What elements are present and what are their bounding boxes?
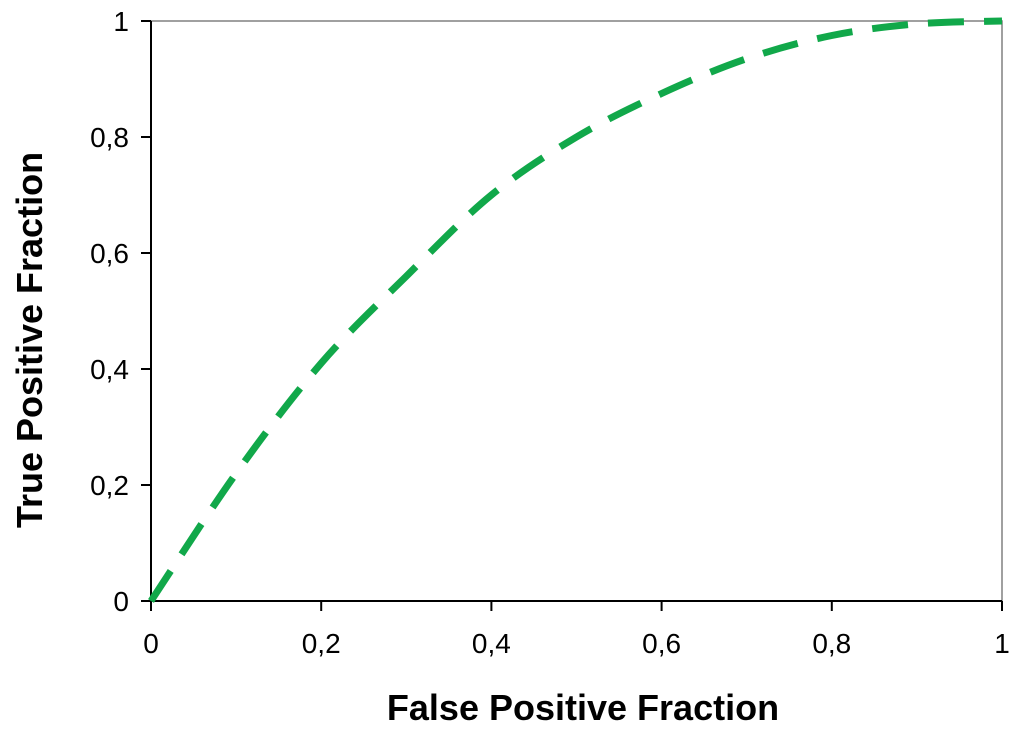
y-tick-label: 1 [113, 6, 129, 37]
y-tick-label: 0,6 [90, 238, 129, 269]
plot-area-border [150, 20, 1003, 602]
y-tick-label: 0,2 [90, 470, 129, 501]
y-tick-label: 0,8 [90, 122, 129, 153]
x-tick-label: 0,4 [472, 628, 511, 659]
roc-curve-line [148, 17, 1003, 603]
labels-layer: False Positive Fraction True Positive Fr… [9, 152, 779, 728]
x-axis-title: False Positive Fraction [387, 687, 779, 728]
x-tick-label: 0,8 [812, 628, 851, 659]
series-layer [148, 17, 1003, 603]
y-axis-title: True Positive Fraction [9, 152, 50, 528]
x-tick-label: 0,2 [302, 628, 341, 659]
y-tick-label: 0 [113, 586, 129, 617]
x-tick-label: 1 [994, 628, 1010, 659]
y-tick-label: 0,4 [90, 354, 129, 385]
x-tick-label: 0,6 [642, 628, 681, 659]
x-tick-label: 0 [143, 628, 159, 659]
ticks-layer: 0 0,2 0,4 0,6 0,8 1 0 0,2 0,4 0,6 0,8 1 [90, 6, 1010, 659]
plot-frame-layer [150, 20, 1003, 602]
